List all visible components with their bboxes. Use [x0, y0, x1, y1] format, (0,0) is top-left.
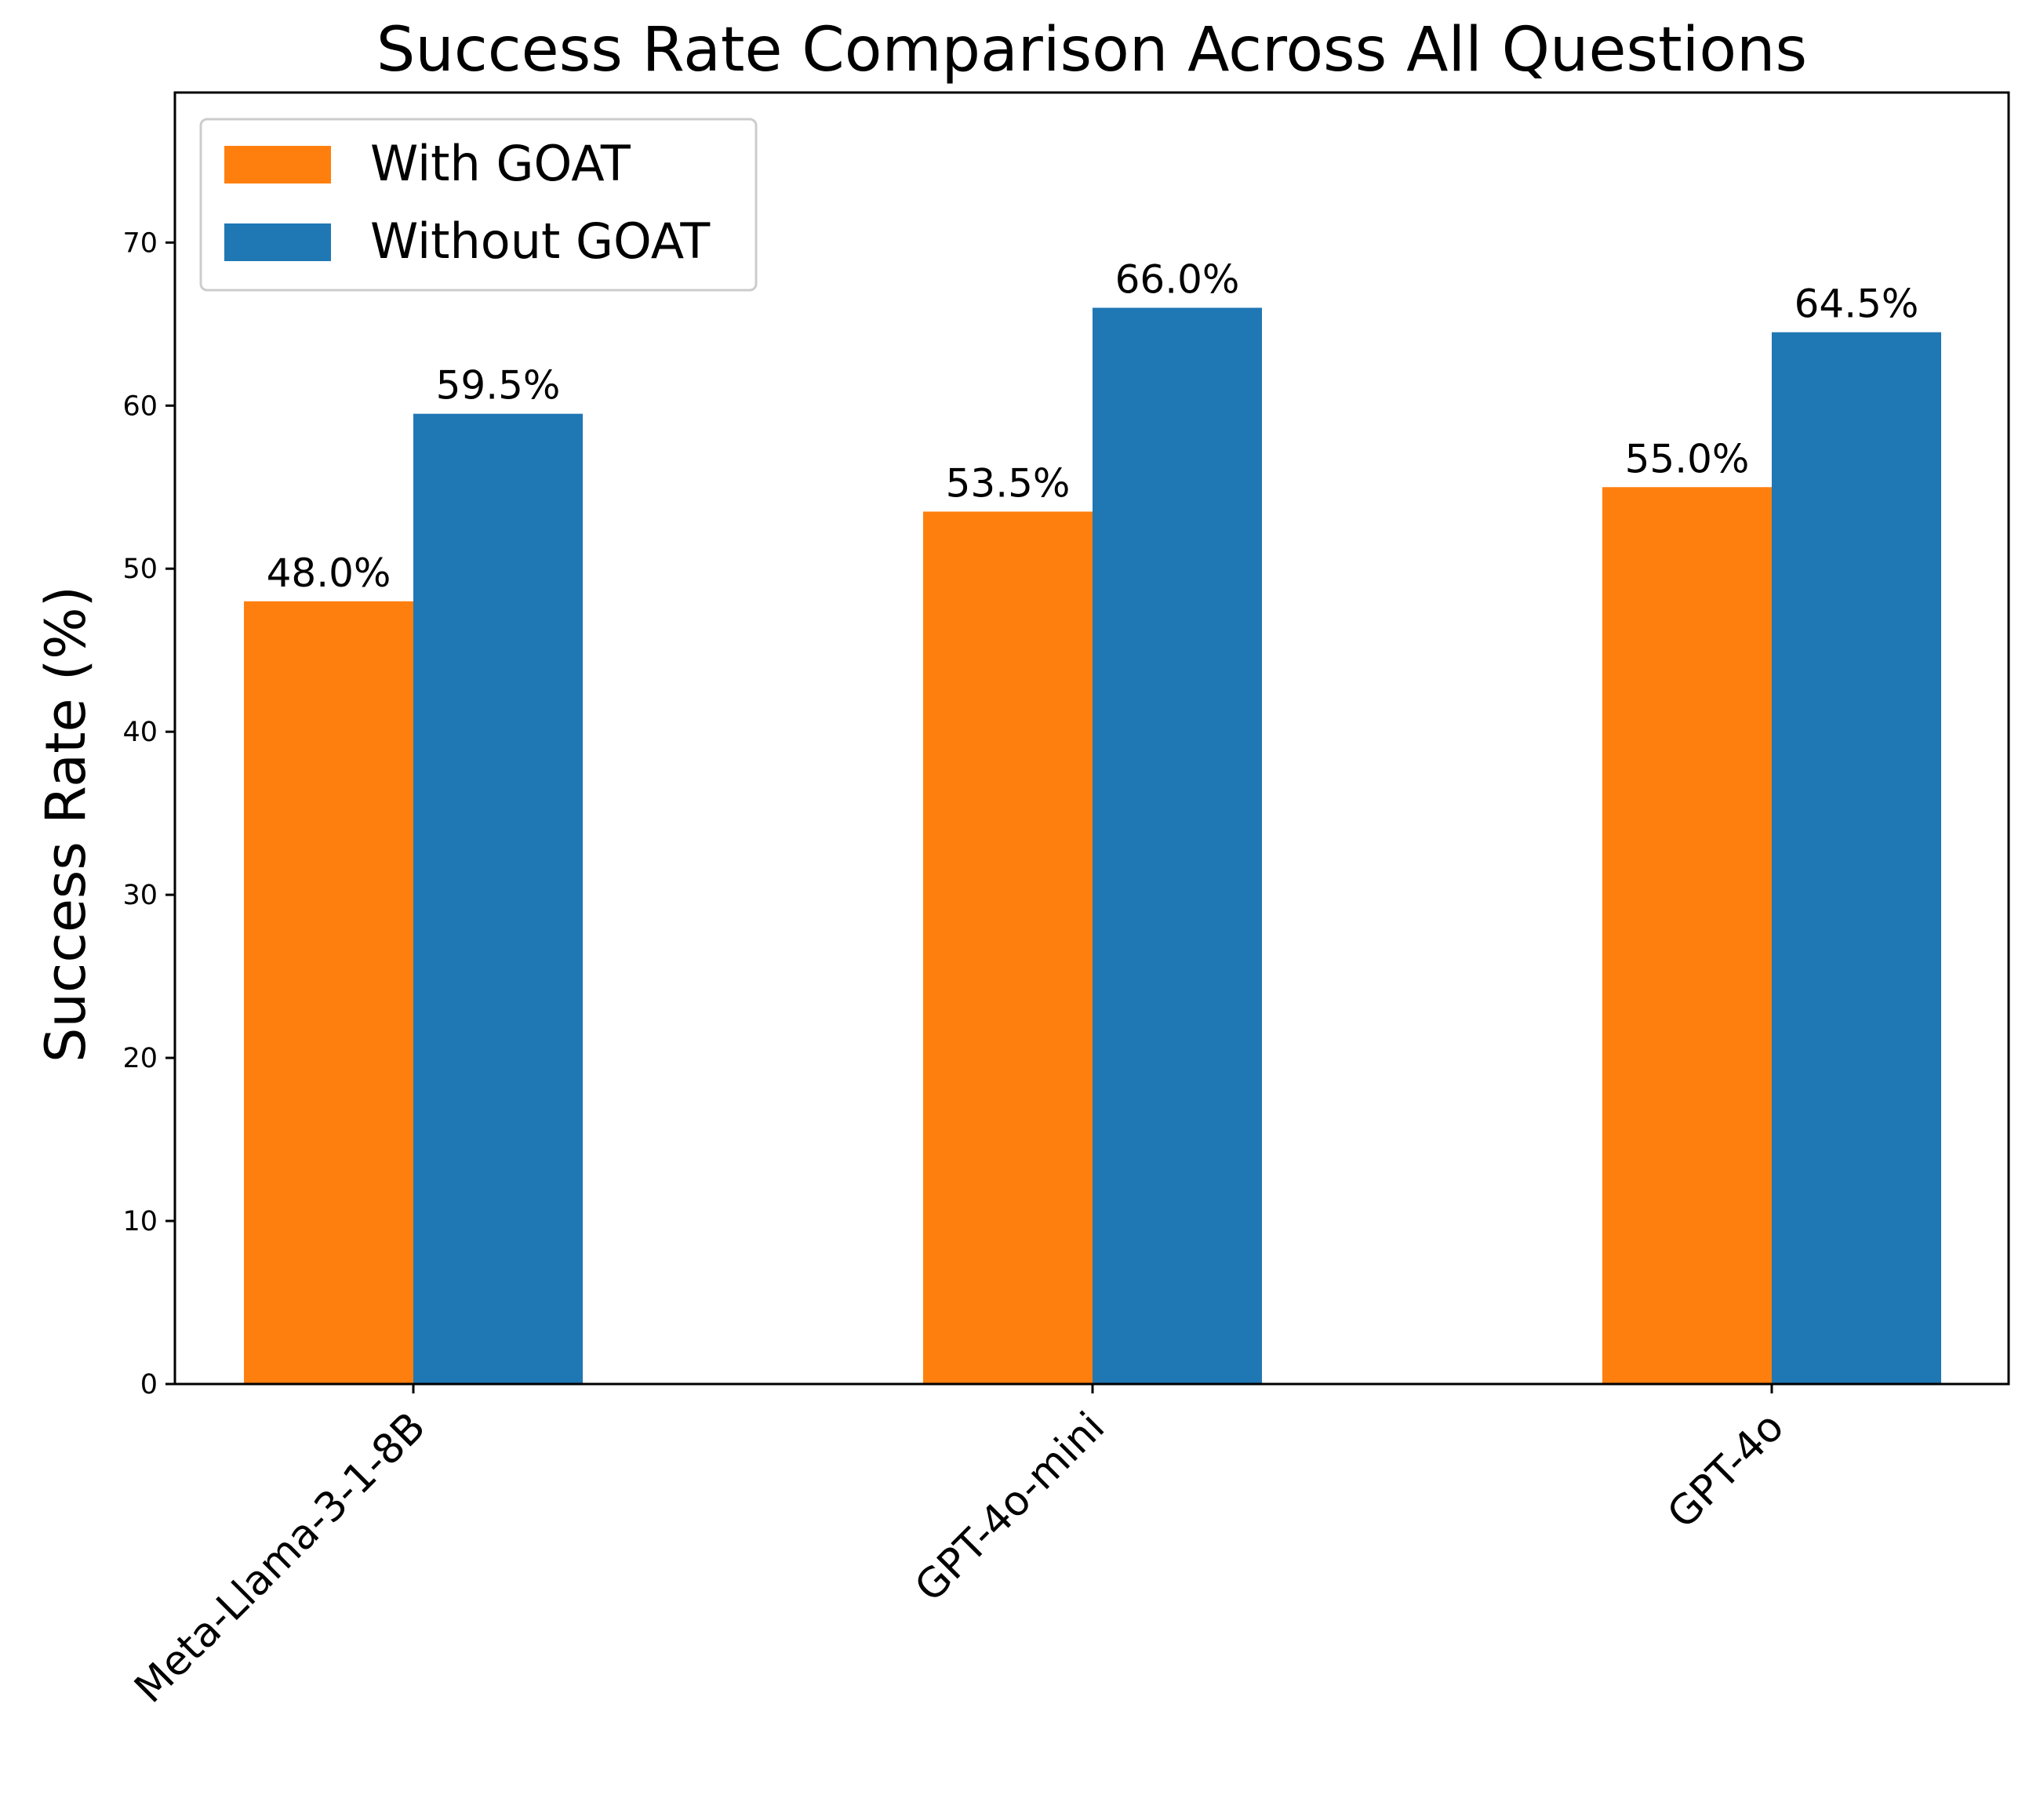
legend-swatch-without-goat — [224, 223, 331, 261]
y-axis: 0 10 20 30 40 50 60 70 — [122, 227, 175, 1400]
bar-value-label: 64.5% — [1794, 282, 1919, 327]
bar-without-goat-1 — [413, 413, 583, 1385]
bar-without-goat-3 — [1772, 332, 1941, 1385]
y-tick-label: 50 — [122, 554, 158, 585]
bar-with-goat-2 — [923, 511, 1093, 1385]
bar-value-label: 48.0% — [267, 550, 391, 596]
chart-title: Success Rate Comparison Across All Quest… — [376, 15, 1807, 85]
y-tick-label: 70 — [122, 227, 158, 259]
bars-layer — [244, 307, 1941, 1385]
bar-value-labels: 48.0% 59.5% 53.5% 66.0% 55.0% 64.5% — [267, 257, 1919, 596]
legend-label: Without GOAT — [370, 213, 711, 270]
legend-swatch-with-goat — [224, 146, 331, 183]
y-tick-label: 60 — [122, 391, 158, 422]
y-tick-label: 0 — [140, 1369, 158, 1400]
y-tick-label: 10 — [122, 1206, 158, 1237]
legend-box — [199, 118, 758, 292]
bar-with-goat-1 — [244, 601, 413, 1384]
y-tick-label: 30 — [122, 880, 158, 911]
legend: With GOAT Without GOAT — [199, 118, 758, 292]
legend-label: With GOAT — [370, 135, 631, 192]
bar-value-label: 59.5% — [436, 363, 561, 409]
bar-value-label: 53.5% — [946, 460, 1071, 506]
bar-value-label: 66.0% — [1115, 257, 1240, 303]
bar-value-label: 55.0% — [1625, 436, 1750, 481]
plot-frame — [173, 91, 2010, 1386]
y-tick-label: 40 — [122, 717, 158, 748]
y-axis-label: Success Rate (%) — [34, 586, 98, 1063]
bar-with-goat-3 — [1602, 487, 1772, 1384]
bar-without-goat-2 — [1093, 307, 1262, 1384]
y-tick-label: 20 — [122, 1043, 158, 1074]
